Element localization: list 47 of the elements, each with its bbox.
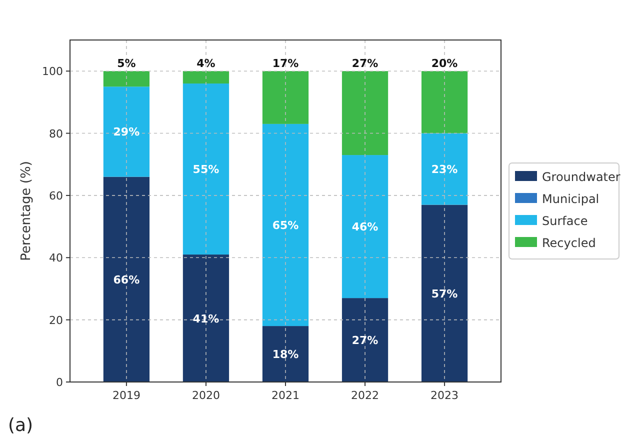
x-tick-label: 2020 (192, 389, 220, 402)
bar (182, 84, 230, 255)
legend-label: Groundwater (542, 170, 620, 184)
legend-label: Municipal (542, 192, 600, 206)
data-label: 29% (113, 126, 140, 139)
x-tick-label: 2023 (430, 389, 459, 402)
bar (103, 176, 150, 382)
data-label: 41% (192, 312, 220, 326)
bar (421, 204, 468, 382)
y-tick-label: 20 (49, 314, 63, 327)
y-tick-label: 80 (49, 127, 63, 140)
text: (a) (8, 415, 34, 436)
bar (262, 326, 309, 382)
data-label: 55% (192, 163, 220, 176)
bar (182, 71, 230, 84)
bar (421, 133, 468, 205)
data-label: 5% (117, 57, 136, 70)
y-tick-label: 60 (49, 189, 63, 202)
x-tick-label: 2021 (272, 389, 300, 402)
bar (342, 298, 388, 382)
y-tick-label: 100 (42, 65, 63, 78)
bar (421, 71, 468, 134)
data-label: 17% (272, 57, 299, 70)
bar (342, 155, 388, 298)
bar (103, 71, 150, 87)
data-label: 57% (431, 287, 458, 300)
bar (103, 86, 150, 177)
data-label: 4% (196, 57, 216, 70)
bar (262, 124, 309, 326)
legend-label: Recycled (542, 236, 596, 250)
y-tick-label: 0 (56, 376, 63, 389)
legend-label: Surface (542, 214, 588, 228)
data-label: 18% (272, 348, 299, 362)
data-label: 20% (431, 57, 458, 70)
data-label: 27% (352, 57, 378, 70)
bar (262, 71, 309, 124)
bar (342, 71, 388, 156)
y-axis-title: Percentage (%) (19, 161, 34, 261)
data-label: 27% (352, 334, 378, 348)
data-label: 23% (431, 163, 458, 176)
x-tick-label: 2022 (351, 389, 380, 402)
data-label: 66% (113, 273, 140, 286)
x-tick-label: 2019 (112, 389, 140, 402)
y-tick-label: 40 (49, 252, 63, 265)
data-label: 46% (352, 220, 378, 234)
bar (182, 254, 230, 382)
data-label: 65% (272, 218, 299, 232)
